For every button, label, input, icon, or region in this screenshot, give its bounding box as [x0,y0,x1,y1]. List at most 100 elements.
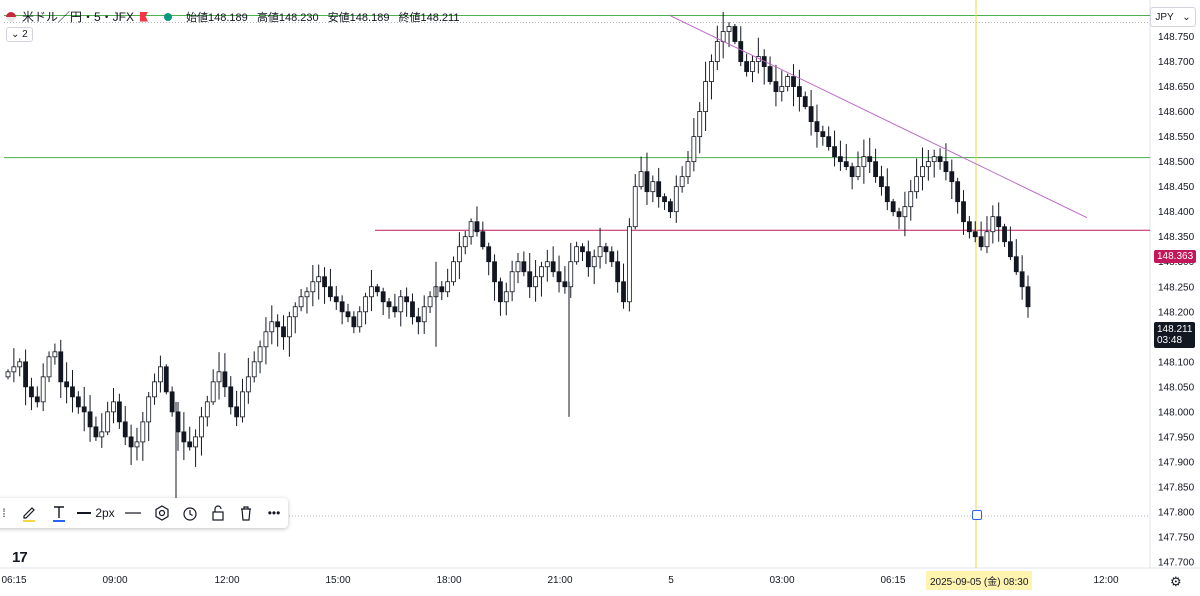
chevron-down-icon: ⌄ [11,29,20,40]
price-tick-label: 148.650 [1158,82,1195,93]
candle-down [832,146,837,158]
candle-up [697,111,703,138]
candle-down [767,66,773,82]
candle-up [539,266,544,278]
candles-group [5,11,1031,502]
close-value: 148.211 [420,11,460,24]
candle-down [966,221,972,233]
currency-selector[interactable]: JPY ⌄ [1150,7,1196,27]
high-value: 148.230 [278,11,319,24]
candle-down [826,136,832,148]
candle-up [52,351,58,358]
alert-clock-icon[interactable] [176,498,204,528]
candle-up [703,81,708,112]
candle-down [972,231,978,238]
time-tick-label: 18:00 [436,575,461,586]
timeline-marker[interactable] [972,510,982,520]
candle-down [843,161,849,168]
drag-handle-icon[interactable]: ⁞ [2,506,6,520]
candle-up [140,421,146,443]
symbol-name[interactable]: 米ドル／円・5・JFX [22,10,135,24]
candle-down [116,401,122,423]
candle-down [281,326,286,338]
trash-icon[interactable] [232,498,260,528]
candle-up [240,391,245,418]
candle-up [720,31,726,42]
indicator-collapse-button[interactable]: ⌄ 2 [6,27,33,42]
candle-up [204,401,210,418]
candle-down [81,406,87,413]
candle-down [580,246,585,253]
candle-up [632,186,638,228]
candle-up [509,271,515,293]
price-tick-label: 147.900 [1158,457,1195,468]
candle-down [550,261,556,273]
candle-up [679,176,685,188]
candle-down [474,221,480,233]
pencil-icon[interactable] [14,498,44,528]
settings-hex-icon[interactable] [148,498,176,528]
price-tick-label: 148.200 [1158,307,1195,318]
open-value: 148.189 [208,11,248,24]
candle-down [410,301,415,318]
candle-up [597,246,603,258]
horizontal-line-price-tag: 148.363 [1154,250,1197,263]
candle-up [445,281,451,293]
candle-down [351,316,357,328]
candle-down [849,166,855,178]
candle-up [990,216,996,233]
candle-up [17,361,23,368]
candle-up [199,416,204,438]
candle-down [808,106,814,123]
candle-down [187,441,193,448]
text-icon[interactable] [44,498,74,528]
close-label: 終値 [398,11,421,24]
candle-down [585,251,591,268]
candle-up [111,401,116,413]
candle-up [568,261,574,288]
last-price-value: 148.211 [1157,324,1193,335]
candle-up [146,396,152,423]
candle-down [163,366,169,393]
candle-down [492,261,497,283]
candle-down [838,156,843,163]
crosshair-time-tag: 2025-09-05 (金) 08:30 [926,571,1033,590]
more-icon[interactable]: ••• [267,506,281,520]
candle-down [732,26,738,42]
candle-down [380,291,386,303]
candle-down [656,181,662,198]
bookmark-flag-icon[interactable] [140,11,149,22]
gear-icon[interactable]: ⚙ [1170,574,1182,589]
candle-down [744,61,750,72]
candle-down [996,216,1002,228]
candle-up [46,356,52,378]
candle-down [521,261,527,273]
time-tick-label: 09:00 [102,575,127,586]
candle-up [421,306,427,323]
candle-up [544,261,550,268]
lock-icon[interactable] [204,498,232,528]
line-style-icon[interactable] [118,498,148,528]
candle-up [709,61,714,82]
candle-down [1002,226,1007,243]
candle-up [902,206,908,218]
candle-down [644,171,650,193]
price-tick-label: 148.700 [1158,57,1195,68]
candle-down [873,161,878,178]
candle-up [304,291,310,298]
price-tick-label: 148.600 [1158,107,1195,118]
tradingview-logo[interactable]: 17 [12,549,28,566]
trend-line [669,15,1088,219]
price-tick-label: 147.700 [1158,557,1195,568]
candle-down [609,251,615,263]
time-tick-label: 06:15 [1,575,26,586]
candle-down [890,201,896,213]
line-width-selector[interactable]: 2px [74,498,118,528]
candle-up [257,346,263,363]
candle-down [1019,271,1025,288]
high-label: 高値 [256,11,279,24]
candle-up [134,441,140,448]
price-tick-label: 148.500 [1158,157,1195,168]
candle-down [386,301,392,308]
